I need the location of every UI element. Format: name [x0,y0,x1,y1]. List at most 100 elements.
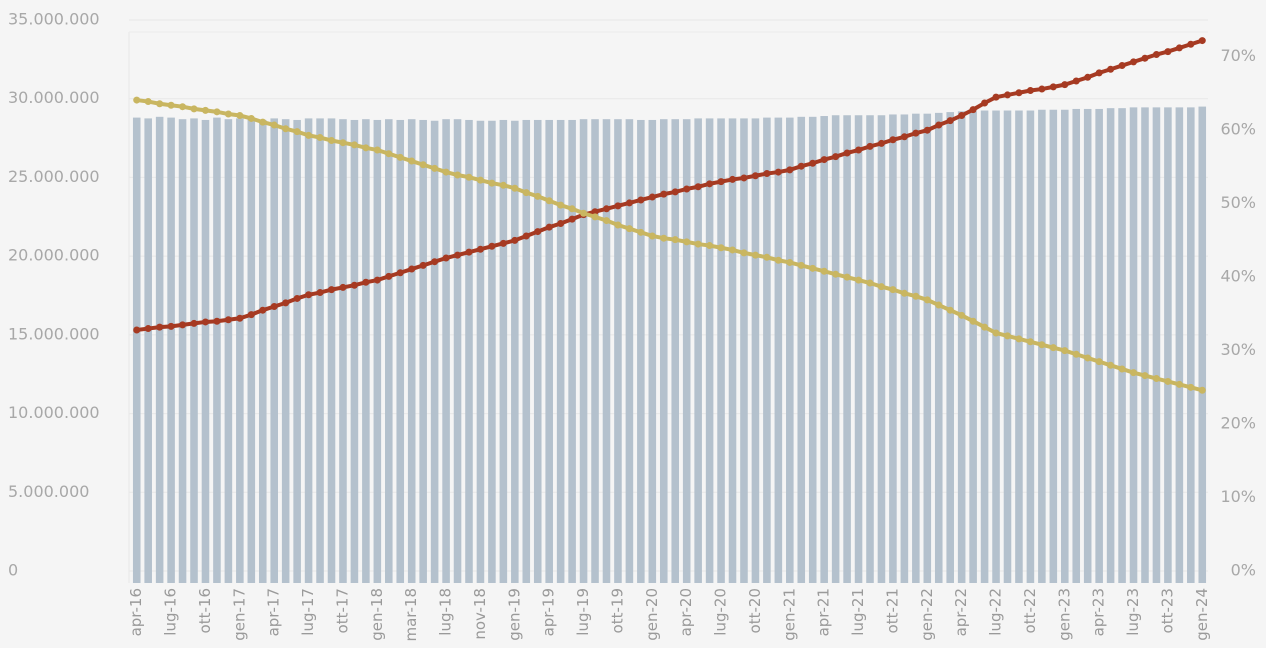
x-tick-label: lug-23 [1124,588,1142,636]
point [1061,81,1069,89]
bar [648,119,657,584]
point [877,283,885,291]
point [476,176,484,184]
point [751,251,759,259]
bar [705,118,714,584]
y2-tick-label: 30% [1220,340,1256,359]
point [442,254,450,262]
point [522,232,530,240]
point [1152,375,1160,383]
bar [797,116,806,583]
bar [190,118,198,584]
x-tick-label: lug-22 [987,588,1005,636]
bar [682,119,691,584]
point [751,172,759,180]
x-tick-label: apr-21 [815,588,833,636]
bar [442,119,450,584]
point [1072,77,1080,85]
point [408,265,416,273]
point [969,317,977,325]
bar [224,119,233,584]
x-tick-label: lug-19 [574,588,592,636]
bar [1061,109,1069,583]
point [545,197,553,205]
point [454,171,462,179]
point [809,264,817,272]
point [350,281,358,289]
bar [980,110,989,584]
x-tick-label: gen-17 [230,588,248,641]
point [133,326,141,334]
point [763,170,771,178]
point [763,253,771,261]
point [156,323,164,331]
point [431,164,439,172]
point [167,101,175,109]
bar [659,119,668,584]
point [511,184,519,192]
point [201,318,209,326]
x-tick-label: gen-23 [1055,588,1073,641]
bar [992,110,1000,584]
bar [1026,110,1035,584]
point [602,217,610,225]
x-tick-label: lug-18 [437,588,455,636]
bar [476,120,485,584]
point [419,261,427,269]
point [522,189,530,197]
x-tick-label: apr-17 [265,588,283,636]
point [545,223,553,231]
point [408,157,416,165]
y-tick-label: 25.000.000 [8,167,100,186]
point [1015,89,1023,97]
bar [270,118,278,584]
bar [591,119,599,584]
point [259,306,267,314]
point [396,269,404,277]
point [832,270,840,278]
point [843,149,851,157]
point [373,276,381,284]
point [339,139,347,147]
x-tick-label: gen-19 [505,588,523,641]
bar [934,112,943,583]
point [511,236,519,244]
bar [258,119,267,584]
bar [763,117,771,583]
bar [946,112,954,584]
point [923,126,931,134]
point [305,291,313,299]
point [339,283,347,291]
bar [316,118,324,584]
bar [820,116,828,583]
bar [430,120,439,584]
bar [1198,106,1207,583]
point [305,131,313,139]
x-tick-label: gen-18 [368,588,386,641]
point [1095,69,1103,77]
x-tick-label: ott-17 [333,588,351,633]
x-tick-label: ott-23 [1158,588,1176,633]
point [293,294,301,302]
bar [556,119,565,584]
point [213,317,221,325]
x-tick-label: lug-16 [162,588,180,636]
bar [1152,107,1161,583]
point [1187,40,1195,48]
bar [1175,107,1184,583]
bar [350,119,359,584]
x-tick-label: ott-19 [608,588,626,633]
point [1095,358,1103,366]
x-tick-label: apr-23 [1090,588,1108,636]
bar [900,114,909,583]
point [809,159,817,167]
point [786,166,794,174]
point [396,153,404,161]
point [671,236,679,244]
bar [568,119,576,584]
point [717,244,725,252]
point [133,96,141,104]
bar [236,118,244,584]
point [1198,386,1206,394]
